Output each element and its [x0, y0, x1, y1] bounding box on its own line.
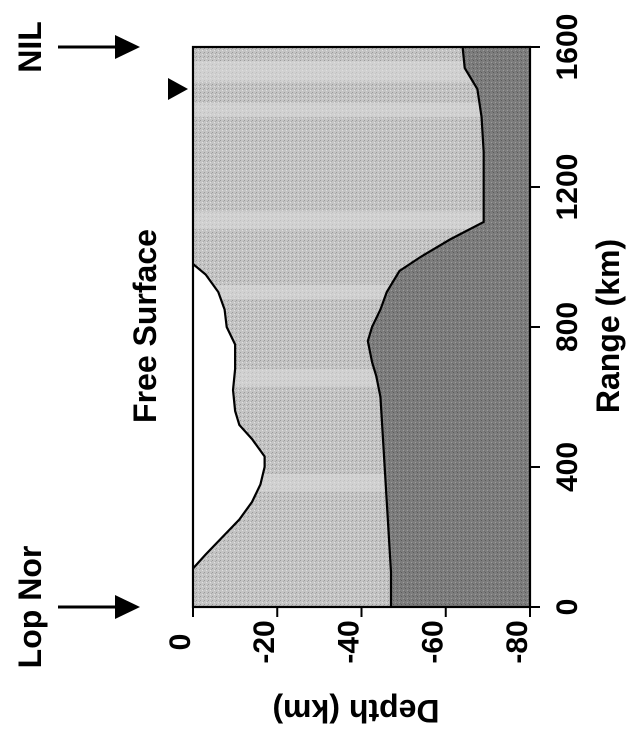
sediment-base-line [192, 263, 266, 570]
y-tick-label: 0 [164, 634, 197, 651]
top-label: Free Surface [127, 229, 163, 423]
station-marker [168, 78, 188, 100]
y-tick-label: -60 [417, 620, 450, 663]
location-label: Lop Nor [12, 546, 48, 669]
y-tick-label: -80 [501, 620, 534, 663]
x-tick-label: 1200 [551, 154, 584, 221]
sediment-region [193, 264, 265, 569]
y-axis-label: Depth (km) [272, 693, 439, 729]
x-tick-label: 400 [551, 442, 584, 492]
x-tick-label: 800 [551, 302, 584, 352]
location-arrow [58, 35, 140, 59]
moho-line [366, 46, 485, 607]
x-tick-label: 0 [551, 599, 584, 616]
location-arrow [58, 595, 140, 619]
x-tick-label: 1600 [551, 14, 584, 81]
x-axis-label: Range (km) [590, 239, 626, 413]
location-label: NIL [12, 21, 48, 73]
y-tick-label: -20 [248, 620, 281, 663]
y-tick-label: -40 [332, 620, 365, 663]
mantle-region [367, 47, 530, 607]
